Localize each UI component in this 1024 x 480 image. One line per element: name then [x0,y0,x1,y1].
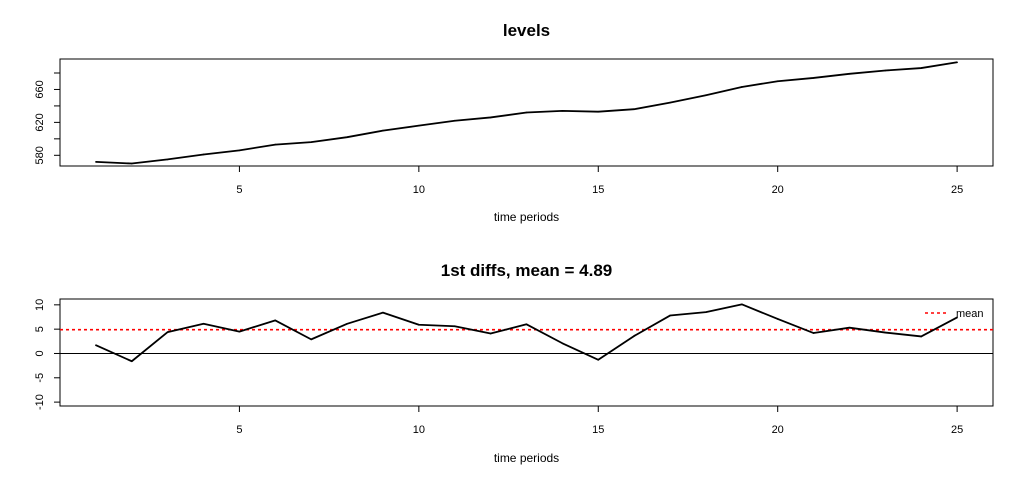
data-point [920,335,923,338]
data-point [884,69,887,72]
series-line [95,303,958,363]
chart-panel-1: levels 5 10 15 20 25 580 620 660 time periods [34,21,994,224]
data-point [453,119,456,122]
x-axis-label: time periods [494,210,559,224]
x-tick-label: 15 [592,424,604,436]
data-point [669,101,671,104]
data-point [812,332,815,334]
data-point [561,342,564,345]
data-point [95,344,97,347]
x-tick-label: 20 [772,184,784,196]
chart-title: 1st diffs, mean = 4.89 [441,261,613,280]
y-tick-label: 620 [34,113,46,131]
data-point [274,319,277,322]
y-tick-label: 660 [34,80,46,98]
data-point [202,323,205,325]
data-point [741,86,743,88]
data-point [848,326,851,329]
data-point [310,338,312,341]
y-tick-label: -10 [34,394,46,410]
data-point [812,77,815,79]
data-point [848,73,851,75]
data-point [525,111,528,114]
data-point [741,303,743,306]
x-tick-label: 5 [236,184,242,196]
y-tick-label: 10 [34,299,46,311]
data-point [884,331,887,334]
chart-title: levels [503,21,550,40]
legend: mean [925,308,984,320]
y-tick-label: 0 [34,350,46,356]
data-point [346,323,348,325]
data-point [633,108,635,111]
data-point [776,80,779,83]
data-point [956,316,958,319]
x-axis-label: time periods [494,451,559,465]
data-point [776,318,779,320]
data-point [597,358,600,361]
data-point [166,331,169,333]
x-tick-label: 10 [413,424,425,436]
data-point [956,61,958,64]
data-point [418,124,420,127]
data-point [238,149,241,152]
y-tick-label: 580 [34,146,46,164]
data-point [130,360,133,363]
data-point [382,129,384,132]
data-point [489,332,492,335]
x-tick-label: 15 [592,184,604,196]
data-point [705,311,707,313]
data-point [274,143,277,146]
y-tick-label: -5 [34,373,46,383]
data-point [95,161,97,163]
data-point [310,141,312,143]
data-point [346,136,348,138]
data-point [418,323,420,326]
x-tick-label: 20 [772,424,784,436]
data-point [561,110,564,112]
plot-frame [59,58,994,167]
x-tick-label: 5 [236,424,242,436]
data-point [238,330,241,333]
x-tick-label: 25 [951,424,963,436]
chart-panel-2: 1st diffs, mean = 4.89 5 10 15 20 25 -10 -5 0 5 10… [34,261,994,465]
data-point [669,314,671,317]
data-point [489,116,492,119]
data-point [202,153,205,156]
data-point [920,67,923,69]
data-point [382,311,384,314]
data-point [130,162,133,165]
data-point [453,325,456,328]
data-point [705,94,707,97]
y-tick-label: 5 [34,326,46,332]
legend-label-mean: mean [956,308,984,320]
data-point [525,323,528,326]
plot-frame [59,298,994,407]
data-point [597,110,600,113]
x-tick-label: 10 [413,184,425,196]
x-tick-label: 25 [951,184,963,196]
data-point [166,158,169,161]
data-point [633,335,635,337]
